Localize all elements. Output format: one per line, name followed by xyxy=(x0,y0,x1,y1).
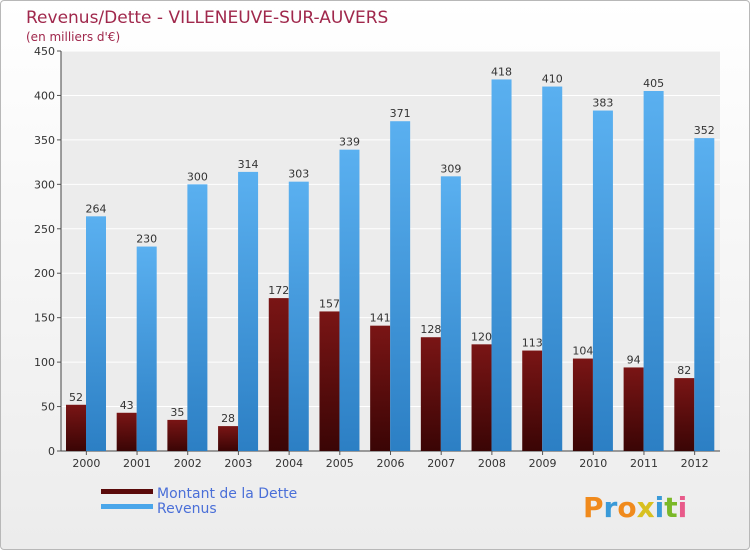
x-tick-label-2011: 2011 xyxy=(630,457,658,470)
logo-letter-3: x xyxy=(637,491,655,524)
logo-letter-1: r xyxy=(604,491,618,524)
data-label-revenus-2001: 230 xyxy=(136,233,157,246)
logo-letter-6: i xyxy=(678,491,688,524)
data-label-revenus-2009: 410 xyxy=(542,73,563,86)
plot-area: 0 50 100 150 200 250 300 350 400 450 52 264 2000 43 23… xyxy=(34,45,720,470)
bar-dette-2007 xyxy=(420,337,441,451)
data-label-revenus-2012: 352 xyxy=(694,124,715,137)
legend-label-dette: Montant de la Dette xyxy=(157,486,297,502)
data-label-dette-2001: 43 xyxy=(120,399,134,412)
data-label-dette-2000: 52 xyxy=(69,391,83,404)
bar-dette-2006 xyxy=(370,325,391,451)
x-tick-label-2009: 2009 xyxy=(529,457,557,470)
data-label-dette-2003: 28 xyxy=(221,412,235,425)
data-label-dette-2006: 141 xyxy=(370,312,391,325)
data-label-dette-2010: 104 xyxy=(572,345,593,358)
bar-revenus-2004 xyxy=(288,181,309,451)
y-tick-label-400: 400 xyxy=(34,89,55,102)
data-label-revenus-2002: 300 xyxy=(187,170,208,183)
legend-swatch-dette xyxy=(101,489,153,494)
x-tick-label-2007: 2007 xyxy=(427,457,455,470)
data-label-revenus-2007: 309 xyxy=(440,162,461,175)
y-tick-label-300: 300 xyxy=(34,178,55,191)
data-label-dette-2004: 172 xyxy=(268,284,289,297)
bar-dette-2002 xyxy=(167,419,188,451)
data-label-revenus-2008: 418 xyxy=(491,65,512,78)
x-tick-label-2012: 2012 xyxy=(681,457,709,470)
bar-dette-2012 xyxy=(674,378,695,451)
y-tick-label-200: 200 xyxy=(34,267,55,280)
bar-dette-2011 xyxy=(623,367,644,451)
data-label-revenus-2006: 371 xyxy=(390,107,411,120)
data-label-revenus-2000: 264 xyxy=(86,202,107,215)
data-label-revenus-2011: 405 xyxy=(643,77,664,90)
logo-letter-4: i xyxy=(655,491,665,524)
data-label-revenus-2003: 314 xyxy=(238,158,259,171)
y-tick-label-150: 150 xyxy=(34,312,55,325)
chart-subtitle: (en milliers d'€) xyxy=(26,30,120,44)
bar-revenus-2011 xyxy=(643,91,664,451)
bar-revenus-2001 xyxy=(136,246,157,451)
data-label-dette-2005: 157 xyxy=(319,297,340,310)
bar-dette-2000 xyxy=(66,404,86,451)
bar-revenus-2010 xyxy=(592,110,613,452)
logo-letter-0: P xyxy=(583,491,604,524)
data-label-dette-2007: 128 xyxy=(420,323,441,336)
data-label-revenus-2010: 383 xyxy=(592,97,613,110)
bar-dette-2001 xyxy=(116,412,137,451)
y-tick-label-250: 250 xyxy=(34,223,55,236)
logo-letter-2: o xyxy=(617,491,636,524)
x-tick-label-2008: 2008 xyxy=(478,457,506,470)
bar-revenus-2003 xyxy=(238,171,259,451)
bar-revenus-2007 xyxy=(440,176,461,452)
data-label-dette-2008: 120 xyxy=(471,330,492,343)
y-tick-label-350: 350 xyxy=(34,134,55,147)
bar-dette-2009 xyxy=(522,350,543,451)
bar-dette-2005 xyxy=(319,311,340,451)
x-tick-label-2004: 2004 xyxy=(275,457,303,470)
bar-dette-2010 xyxy=(572,358,593,451)
data-label-revenus-2004: 303 xyxy=(288,168,309,181)
x-tick-label-2002: 2002 xyxy=(174,457,202,470)
x-tick-label-2001: 2001 xyxy=(123,457,151,470)
data-label-dette-2002: 35 xyxy=(170,406,184,419)
x-tick-label-2006: 2006 xyxy=(377,457,405,470)
logo-letter-5: t xyxy=(664,491,677,524)
bar-dette-2004 xyxy=(268,298,289,451)
bar-revenus-2006 xyxy=(390,121,411,451)
y-tick-label-450: 450 xyxy=(34,45,55,58)
x-tick-label-2003: 2003 xyxy=(224,457,252,470)
bar-revenus-2000 xyxy=(86,216,106,451)
y-tick-label-0: 0 xyxy=(48,445,55,458)
bar-revenus-2009 xyxy=(542,86,563,452)
x-tick-label-2000: 2000 xyxy=(72,457,100,470)
bar-revenus-2012 xyxy=(694,138,715,451)
y-tick-label-100: 100 xyxy=(34,356,55,369)
x-tick-label-2010: 2010 xyxy=(579,457,607,470)
bar-revenus-2002 xyxy=(187,184,208,452)
y-tick-label-50: 50 xyxy=(41,401,55,414)
data-label-dette-2012: 82 xyxy=(677,364,691,377)
data-label-revenus-2005: 339 xyxy=(339,136,360,149)
proxiti-logo-text: Proxiti xyxy=(583,491,687,524)
bar-revenus-2008 xyxy=(491,79,512,451)
bar-dette-2003 xyxy=(218,426,239,451)
data-label-dette-2011: 94 xyxy=(627,353,641,366)
bar-revenus-2005 xyxy=(339,149,360,451)
chart-title: Revenus/Dette - VILLENEUVE-SUR-AUVERS xyxy=(26,8,388,28)
proxiti-logo: Proxiti xyxy=(583,491,687,524)
legend-label-revenus: Revenus xyxy=(157,501,217,517)
legend-swatch-revenus xyxy=(101,504,153,509)
x-tick-label-2005: 2005 xyxy=(326,457,354,470)
data-label-dette-2009: 113 xyxy=(522,337,543,350)
bar-dette-2008 xyxy=(471,344,492,451)
